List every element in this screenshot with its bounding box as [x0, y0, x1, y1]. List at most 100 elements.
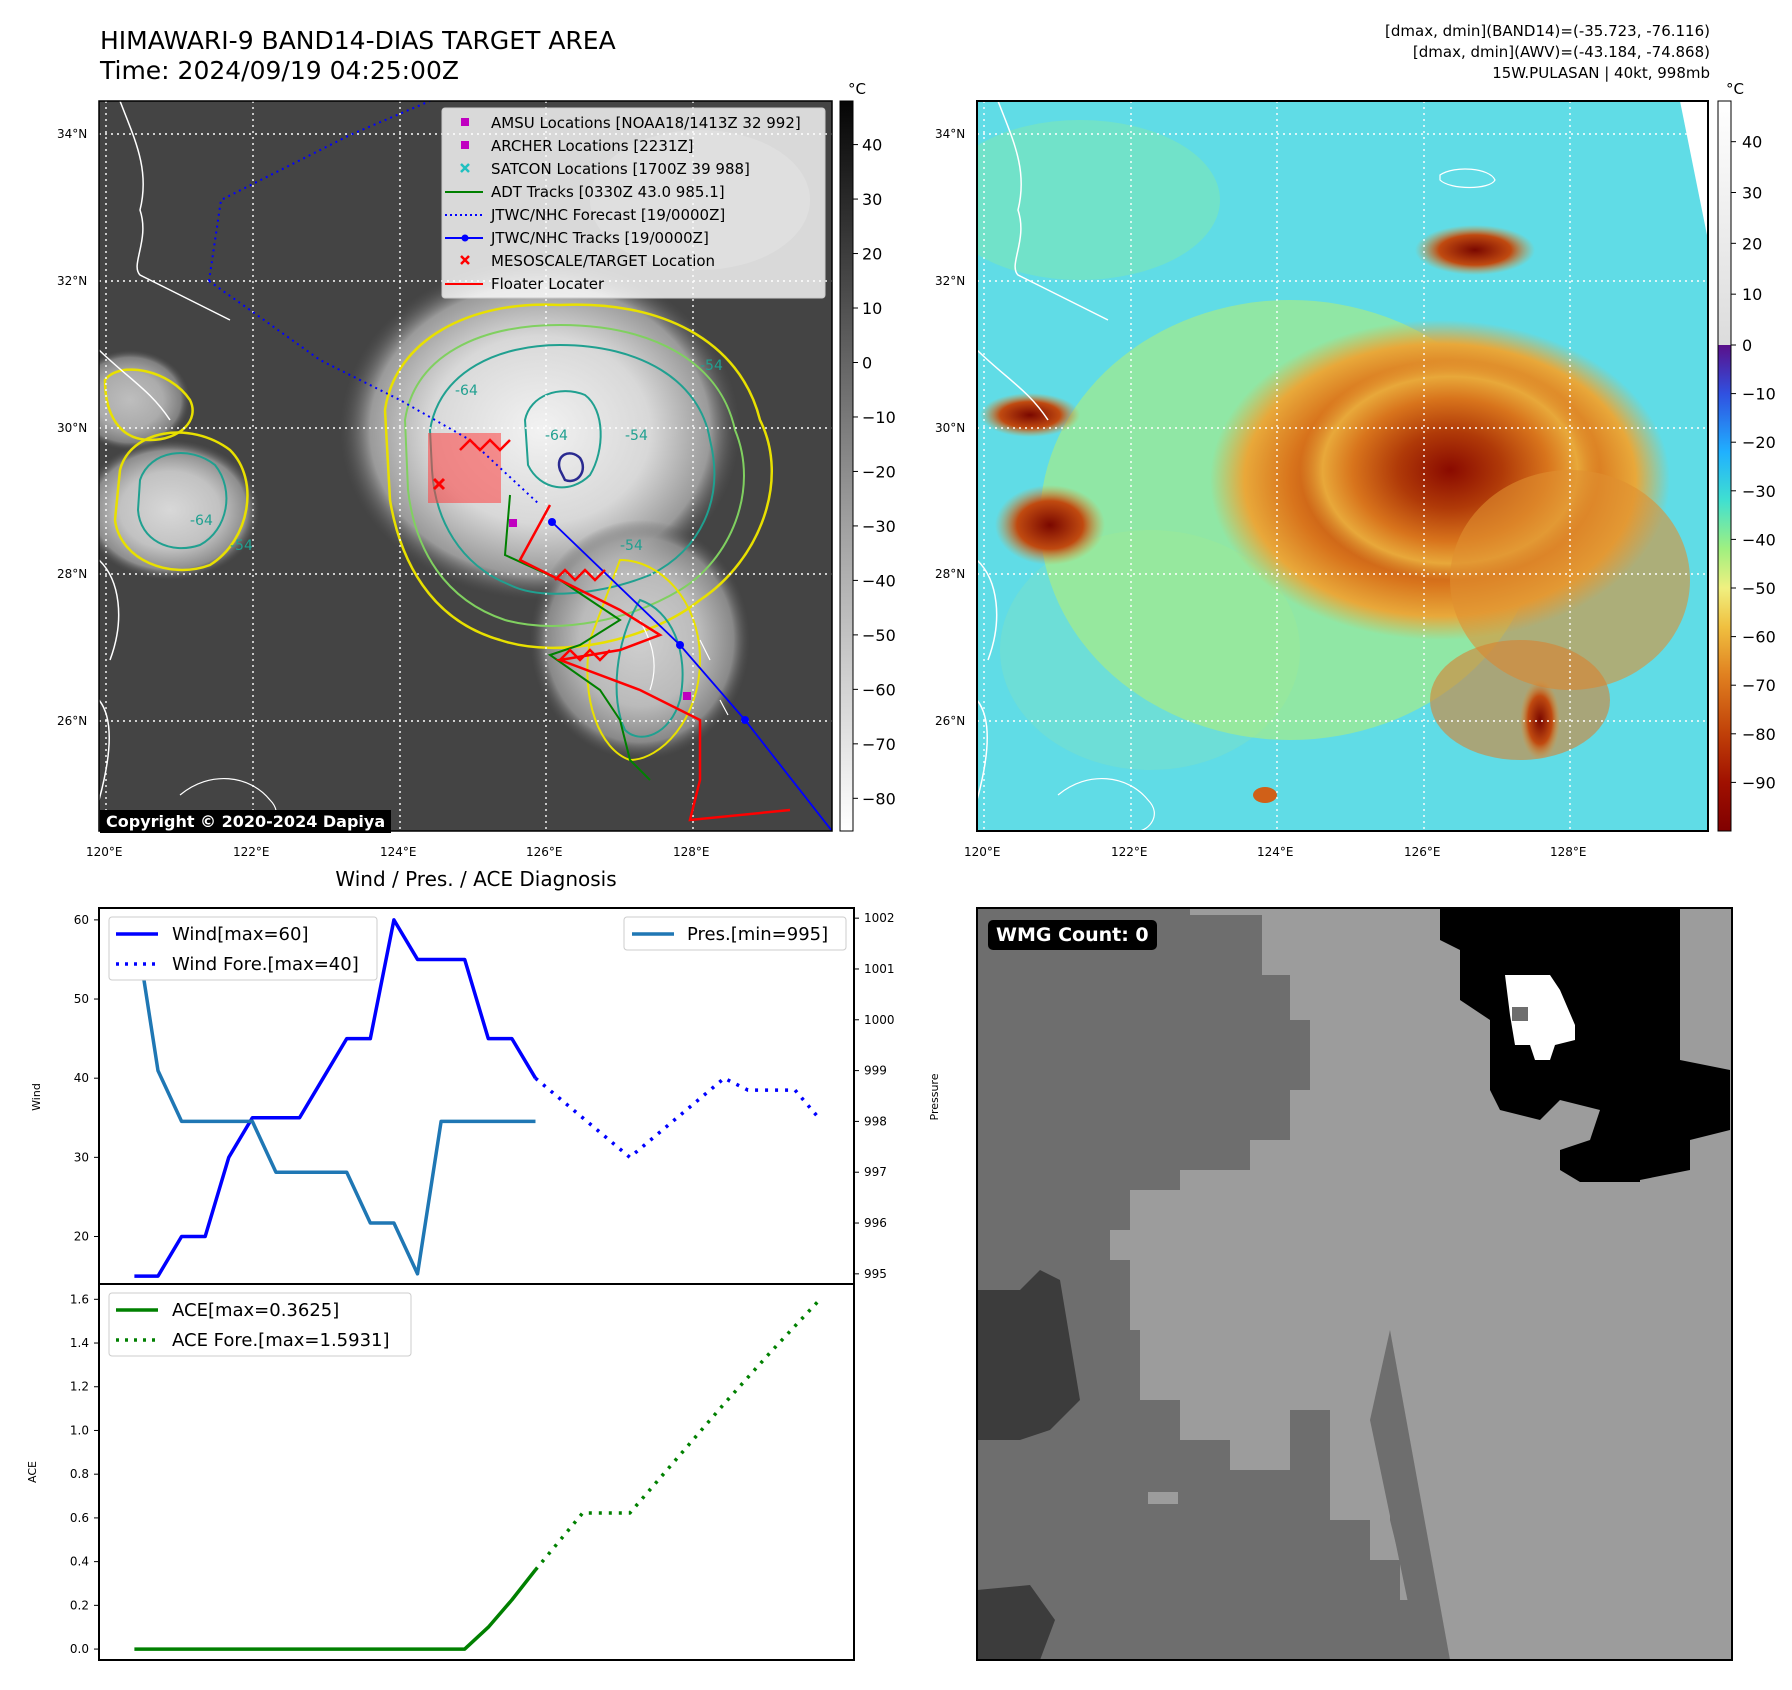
ir-map-legend: AMSU Locations [NOAA18/1413Z 32 992] ARCH… — [441, 107, 826, 299]
colorbar-unit: °C — [1726, 80, 1744, 98]
colorbar-tick: −80 — [862, 789, 896, 808]
legend-item: MESOSCALE/TARGET Location — [460, 252, 715, 270]
lon-label: 120°E — [964, 845, 1001, 859]
legend-item: ARCHER Locations [2231Z] — [461, 137, 694, 155]
awv-colorbar: °C 40 30 20 10 0 −10 −20 −30 −40 −50 −60 −70 −80 −90 — [1717, 80, 1776, 832]
diagnosis-title: Wind / Pres. / ACE Diagnosis — [335, 867, 616, 891]
colorbar-tick: 10 — [862, 299, 882, 318]
colorbar-tick: −30 — [862, 517, 896, 536]
legend-label: AMSU Locations [NOAA18/1413Z 32 992] — [491, 114, 801, 132]
ir-colorbar: °C 40 30 20 10 0 −10 −20 −30 −40 −50 −60 −70 −80 — [839, 80, 896, 832]
lon-label: 120°E — [86, 845, 123, 859]
lon-label: 124°E — [380, 845, 417, 859]
lat-label: 34°N — [57, 127, 87, 141]
wmg-region-white — [1505, 975, 1575, 1060]
ace-legend: ACE[max=0.3625] ACE Fore.[max=1.5931] — [108, 1292, 412, 1357]
ace-tick: 1.2 — [70, 1380, 89, 1394]
lon-label: 126°E — [1404, 845, 1441, 859]
lat-label: 26°N — [57, 714, 87, 728]
lat-label: 32°N — [935, 274, 965, 288]
lon-label: 128°E — [673, 845, 710, 859]
legend-item: ADT Tracks [0330Z 43.0 985.1] — [445, 183, 725, 201]
contour-label: -64 — [190, 513, 213, 529]
pressure-tick: 995 — [864, 1267, 887, 1281]
lon-label: 122°E — [1111, 845, 1148, 859]
legend-item: JTWC/NHC Tracks [19/0000Z] — [445, 229, 709, 247]
legend-ace: ACE[max=0.3625] — [172, 1300, 339, 1321]
colorbar-tick: −60 — [862, 680, 896, 699]
awv-range-info: [dmax, dmin](AWV)=(-43.184, -74.868) — [1412, 43, 1710, 61]
colorbar-tick: −20 — [1742, 433, 1776, 452]
pressure-tick: 999 — [864, 1064, 887, 1078]
ace-tick: 0.2 — [70, 1598, 89, 1612]
legend-marker — [461, 141, 469, 149]
ace-tick: 0.6 — [70, 1511, 89, 1525]
wind-tick: 30 — [74, 1150, 89, 1164]
colorbar-tick: 30 — [1742, 184, 1762, 203]
pressure-tick: 1002 — [864, 911, 895, 925]
legend-wind: Wind[max=60] — [172, 924, 309, 945]
lat-label: 30°N — [935, 421, 965, 435]
colorbar-tick: −10 — [1742, 385, 1776, 404]
lon-label: 124°E — [1257, 845, 1294, 859]
wind-tick: 60 — [74, 913, 89, 927]
colorbar-tick: −50 — [862, 626, 896, 645]
legend-item: SATCON Locations [1700Z 39 988] — [460, 160, 750, 178]
wind-legend: Wind[max=60] Wind Fore.[max=40] — [108, 916, 378, 981]
colorbar-tick: −90 — [1742, 773, 1776, 792]
pressure-tick: 1001 — [864, 962, 895, 976]
colorbar-tick: −10 — [862, 408, 896, 427]
wmg-panel — [976, 907, 1733, 1661]
colorbar-tick: 0 — [1742, 336, 1752, 355]
legend-marker — [461, 118, 469, 126]
pressure-tick: 996 — [864, 1216, 887, 1230]
colorbar-tick: 20 — [862, 245, 882, 264]
legend-label: JTWC/NHC Tracks [19/0000Z] — [490, 229, 709, 247]
contour-label: -64 — [455, 383, 478, 399]
legend-label: ADT Tracks [0330Z 43.0 985.1] — [491, 183, 725, 201]
colorbar-tick: −20 — [862, 462, 896, 481]
legend-label: Floater Locater — [491, 275, 605, 293]
colorbar-tick: −70 — [1742, 676, 1776, 695]
ace-axis-label: ACE — [26, 1461, 39, 1483]
lon-label: 128°E — [1550, 845, 1587, 859]
storm-cloud-ir — [340, 260, 740, 600]
legend-label: ARCHER Locations [2231Z] — [491, 137, 694, 155]
awv-map-panel: 34°N 32°N 30°N 28°N 26°N 120°E 122°E 124… — [935, 80, 1776, 859]
wind-tick: 50 — [74, 992, 89, 1006]
wind-tick: 40 — [74, 1071, 89, 1085]
wind-series — [134, 918, 537, 1278]
colorbar-tick: 10 — [1742, 285, 1762, 304]
contour-label: -54 — [230, 538, 253, 554]
pressure-tick: 1000 — [864, 1013, 895, 1027]
figure-title: HIMAWARI-9 BAND14-DIAS TARGET AREA — [100, 26, 616, 55]
legend-marker — [460, 163, 470, 173]
legend-label: SATCON Locations [1700Z 39 988] — [491, 160, 750, 178]
legend-item: Floater Locater — [445, 275, 605, 293]
wind-forecast-series — [534, 1076, 820, 1160]
ace-tick: 0.8 — [70, 1467, 89, 1481]
colorbar-tick: −70 — [862, 735, 896, 754]
ace-tick: 0.0 — [70, 1642, 89, 1656]
legend-marker — [460, 255, 470, 265]
ir-map-panel: -54 -64 -54 -64 -54 -54 -64 AMSU Locatio… — [57, 80, 896, 859]
colorbar-tick: −60 — [1742, 628, 1776, 647]
ace-tick: 0.4 — [70, 1555, 89, 1569]
figure-time: Time: 2024/09/19 04:25:00Z — [100, 56, 459, 85]
colorbar-tick: −40 — [862, 571, 896, 590]
ace-panel: 0.0 0.2 0.4 0.6 0.8 1.0 1.2 1.4 1.6 ACE ACE[max=… — [26, 1283, 855, 1661]
band14-range-info: [dmax, dmin](BAND14)=(-35.723, -76.116) — [1385, 22, 1710, 40]
colorbar-tick: −50 — [1742, 579, 1776, 598]
wind-tick: 20 — [74, 1230, 89, 1244]
ace-series — [134, 1568, 537, 1651]
ace-tick: 1.0 — [70, 1423, 89, 1437]
colorbar-tick: −30 — [1742, 482, 1776, 501]
lat-label: 30°N — [57, 421, 87, 435]
pressure-legend: Pres.[min=995] — [623, 916, 847, 951]
pressure-series — [132, 917, 536, 1276]
colorbar-tick: −40 — [1742, 530, 1776, 549]
colorbar-tick: 0 — [862, 353, 872, 372]
ace-tick: 1.6 — [70, 1292, 89, 1306]
wmg-count-badge: WMG Count: 0 — [988, 920, 1157, 950]
